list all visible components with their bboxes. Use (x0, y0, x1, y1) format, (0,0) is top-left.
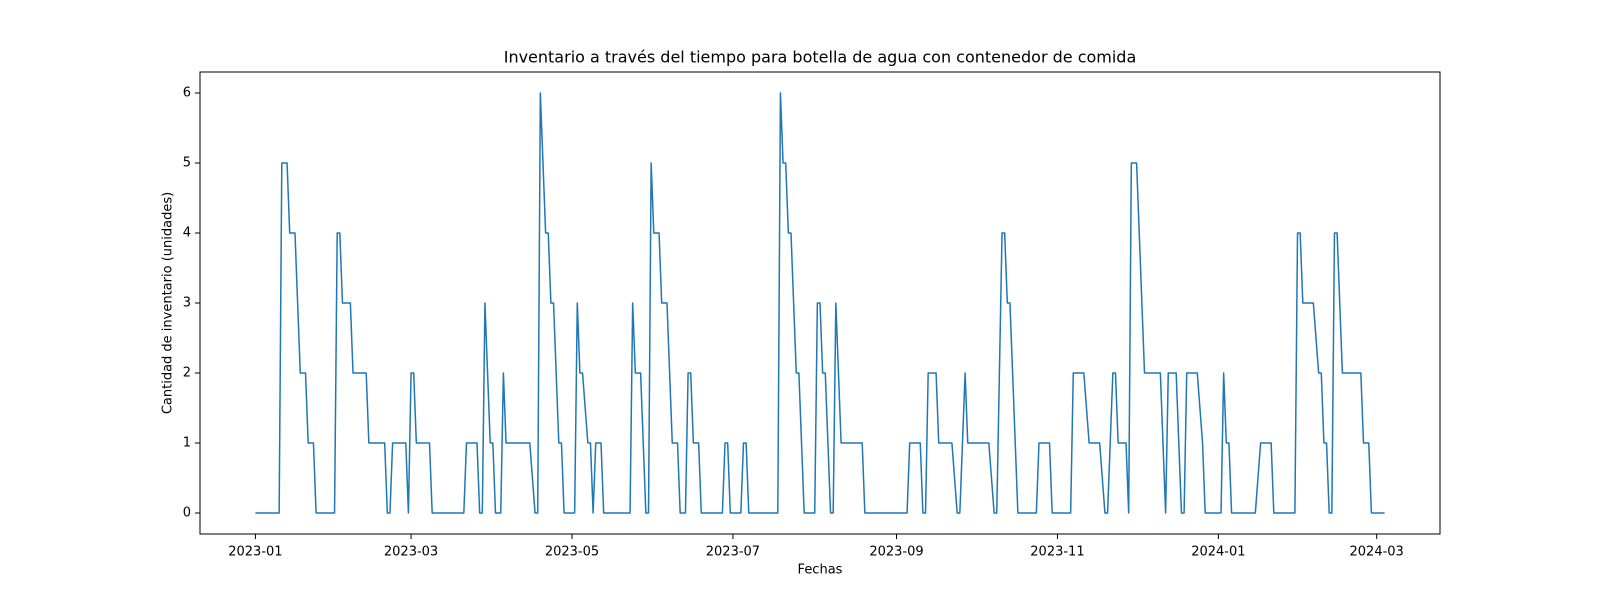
x-tick-label: 2023-03 (384, 545, 438, 560)
x-tick-label: 2023-09 (869, 545, 923, 560)
x-tick-label: 2023-01 (228, 545, 282, 560)
y-tick-label: 2 (183, 366, 191, 381)
x-tick-label: 2024-03 (1350, 545, 1404, 560)
plot-frame (199, 71, 1441, 535)
y-tick-label: 1 (183, 436, 191, 451)
x-tick-label: 2023-11 (1030, 545, 1084, 560)
chart-title: Inventario a través del tiempo para bote… (504, 48, 1137, 67)
y-tick-label: 5 (183, 156, 191, 171)
y-tick-label: 3 (183, 296, 191, 311)
x-tick-label: 2023-05 (545, 545, 599, 560)
y-tick-label: 6 (183, 86, 191, 101)
x-axis-label: Fechas (798, 563, 843, 578)
x-tick-label: 2024-01 (1191, 545, 1245, 560)
y-axis-label: Cantidad de inventario (unidades) (161, 192, 176, 414)
y-tick-label: 0 (183, 506, 191, 521)
data-line (255, 92, 1385, 514)
y-tick-label: 4 (183, 226, 191, 241)
x-tick-label: 2023-07 (706, 545, 760, 560)
